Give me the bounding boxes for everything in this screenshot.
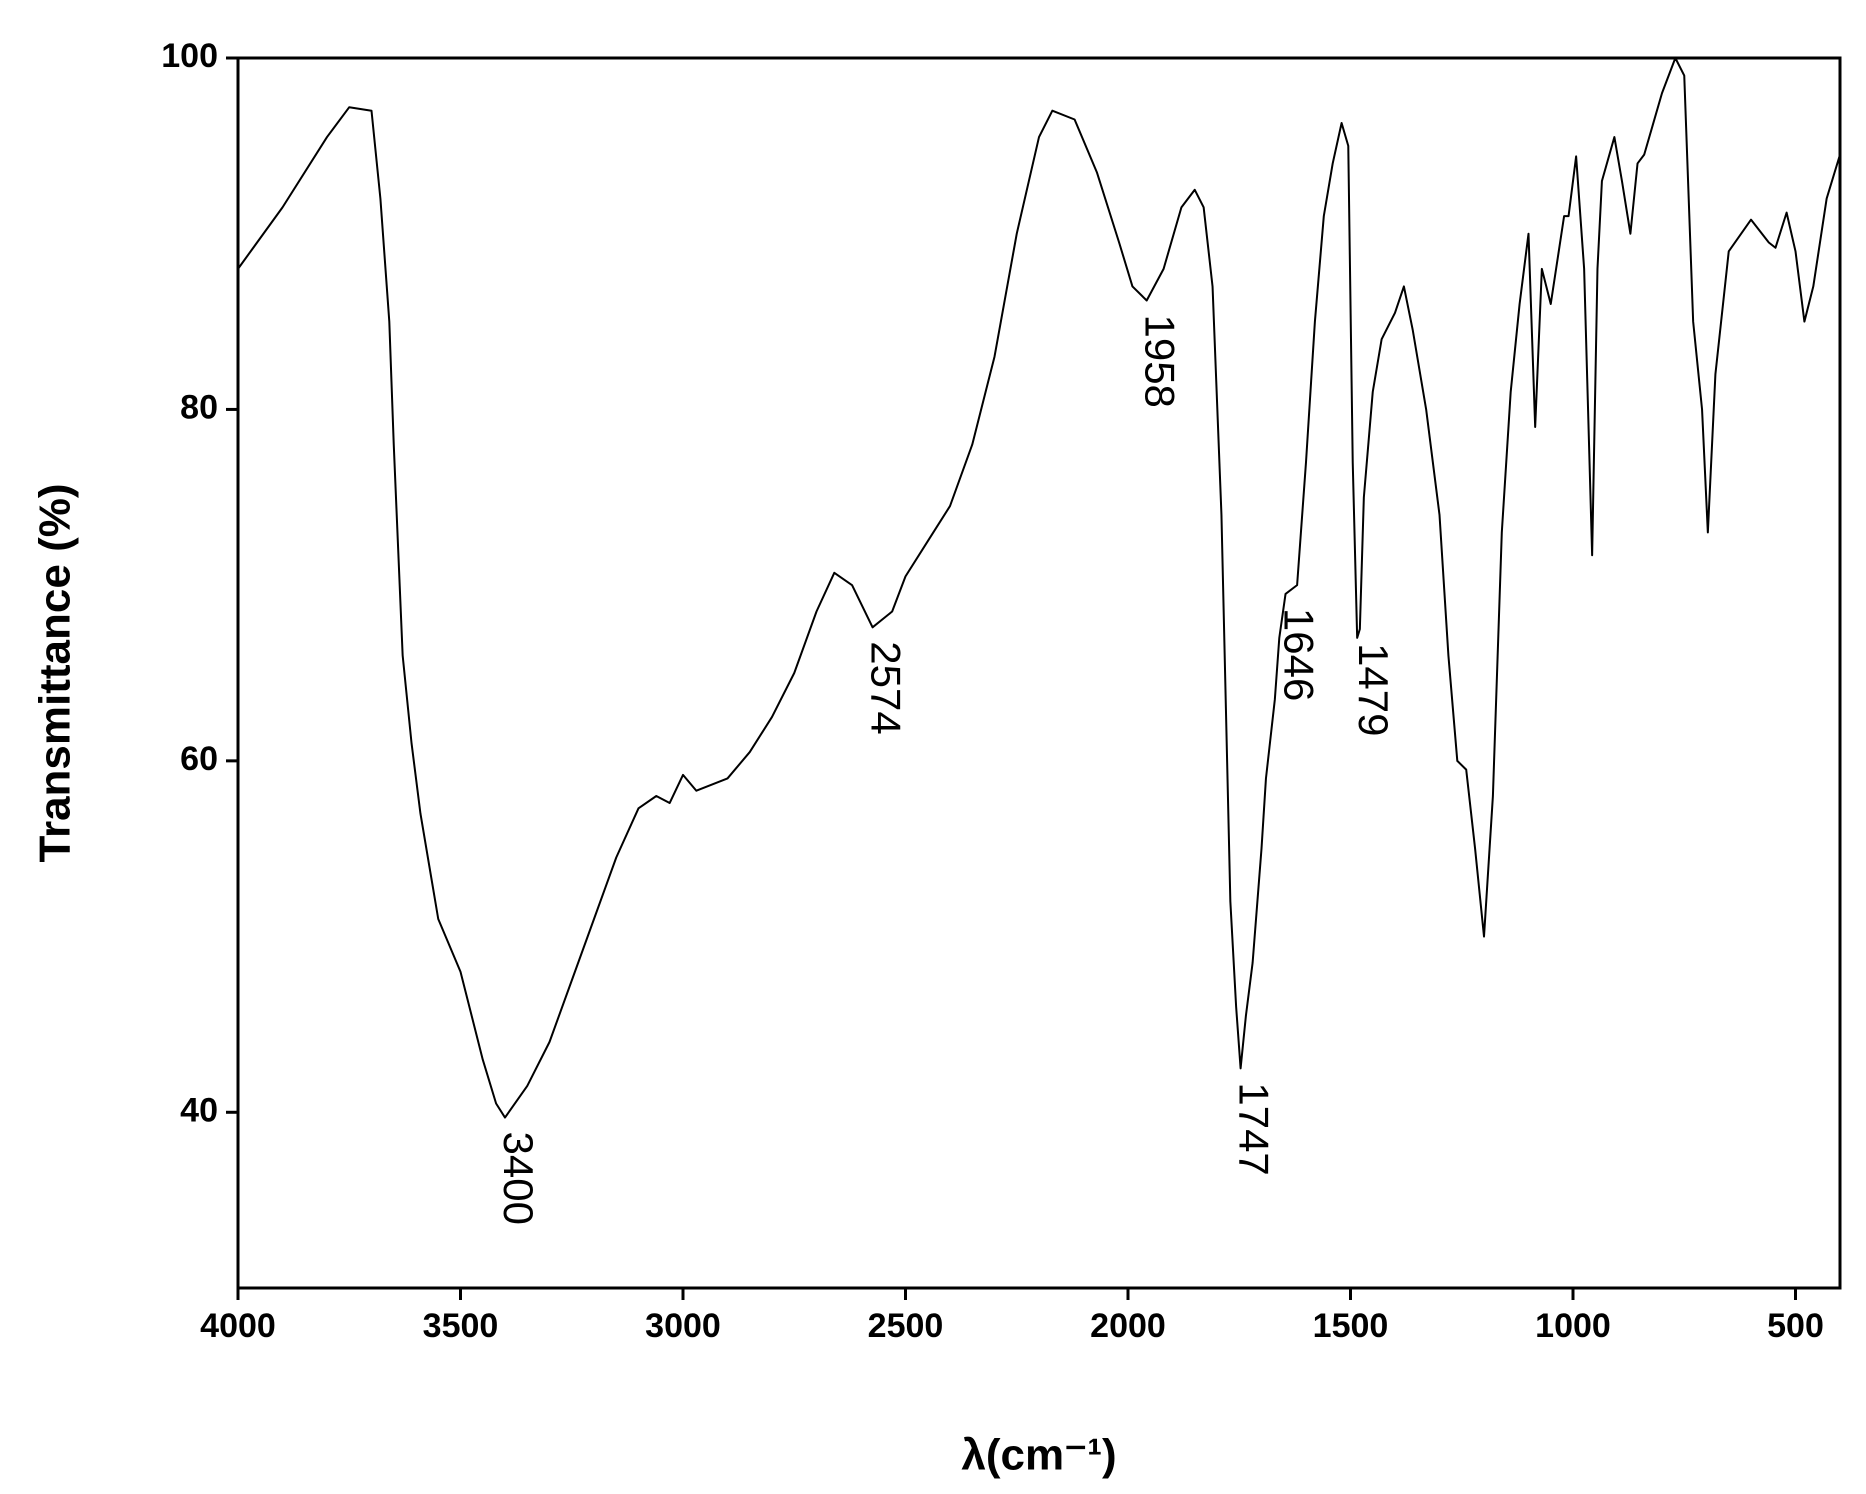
x-tick-label: 3500 [423, 1307, 499, 1345]
y-axis-label: Transmittance (%) [31, 484, 80, 863]
peak-annotation: 1646 [1275, 608, 1322, 701]
peak-annotation: 1479 [1350, 643, 1397, 736]
peak-annotation: 2574 [862, 641, 909, 734]
spectrum-line [237, 57, 1841, 1119]
x-tick-label: 1500 [1313, 1307, 1389, 1345]
x-tick-label: 2500 [868, 1307, 944, 1345]
x-tick-label: 3000 [645, 1307, 721, 1345]
peak-annotation: 3400 [495, 1132, 542, 1225]
y-tick-label: 100 [161, 37, 218, 75]
x-tick-label: 500 [1767, 1307, 1824, 1345]
y-tick-label: 80 [180, 388, 218, 426]
x-tick-label: 2000 [1090, 1307, 1166, 1345]
y-tick-label: 40 [180, 1091, 218, 1129]
x-tick-label: 1000 [1535, 1307, 1611, 1345]
plot-frame [236, 56, 1842, 1290]
peak-annotation: 1958 [1137, 314, 1184, 407]
peak-annotation: 1747 [1230, 1082, 1277, 1175]
y-tick-label: 60 [180, 740, 218, 778]
x-tick-label: 4000 [200, 1307, 276, 1345]
x-axis-label: λ(cm⁻¹) [961, 1431, 1116, 1480]
